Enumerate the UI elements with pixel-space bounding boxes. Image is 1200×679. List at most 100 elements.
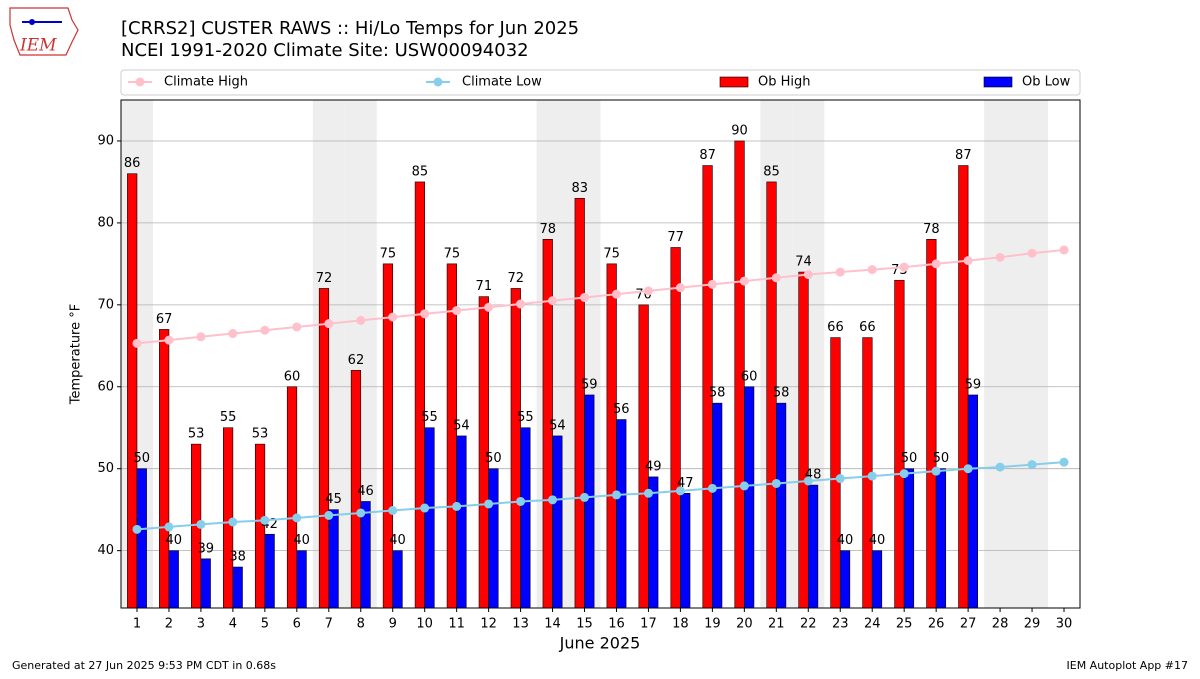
bar (871, 550, 883, 609)
bar (446, 263, 457, 609)
climate-point (228, 517, 238, 527)
x-tick-label: 27 (960, 617, 977, 632)
x-tick-label: 17 (640, 617, 657, 632)
bar-value-label: 38 (229, 550, 246, 565)
climate-point (580, 492, 590, 502)
bar-value-label: 59 (581, 377, 598, 392)
climate-point (611, 490, 621, 500)
x-axis-label: June 2025 (559, 634, 641, 653)
climate-point (995, 252, 1005, 262)
y-tick-label: 40 (97, 543, 114, 558)
x-tick-label: 13 (512, 617, 529, 632)
legend-swatch (719, 76, 749, 88)
bar-value-label: 56 (613, 402, 630, 417)
x-tick-label: 16 (608, 617, 625, 632)
x-tick-label: 1 (133, 617, 141, 632)
climate-point (899, 469, 909, 479)
climate-point (771, 478, 781, 488)
bar (894, 279, 905, 609)
climate-point (835, 474, 845, 484)
y-tick-label: 50 (97, 461, 114, 476)
x-tick-label: 22 (800, 617, 817, 632)
bar-value-label: 66 (827, 320, 844, 335)
x-tick-label: 6 (293, 617, 301, 632)
climate-point (963, 464, 973, 474)
x-tick-label: 21 (768, 617, 785, 632)
climate-point (675, 486, 685, 496)
climate-point (420, 309, 430, 319)
x-tick-label: 8 (357, 617, 365, 632)
climate-point (675, 283, 685, 293)
climate-point (356, 508, 366, 518)
climate-point (548, 296, 558, 306)
x-tick-label: 9 (389, 617, 397, 632)
bar (414, 181, 425, 609)
climate-point (516, 496, 526, 506)
x-tick-label: 5 (261, 617, 269, 632)
climate-point (707, 483, 717, 493)
bar-value-label: 87 (955, 148, 972, 163)
bar-value-label: 54 (453, 418, 470, 433)
bar (830, 337, 841, 609)
climate-point (580, 292, 590, 302)
climate-point (931, 259, 941, 269)
climate-point (963, 256, 973, 266)
climate-point (643, 488, 653, 498)
bar-value-label: 60 (741, 369, 758, 384)
y-tick-label: 80 (97, 215, 114, 230)
climate-point (260, 325, 270, 335)
climate-point (771, 273, 781, 283)
climate-point (132, 524, 142, 534)
bar (360, 501, 371, 609)
climate-point (1027, 248, 1037, 258)
climate-point (803, 270, 813, 280)
bar (638, 304, 649, 609)
bar (200, 558, 211, 609)
climate-point (164, 522, 174, 532)
y-tick-label: 60 (97, 379, 114, 394)
bar-value-label: 60 (284, 369, 301, 384)
legend-label: Climate Low (462, 75, 542, 90)
bar-value-label: 40 (837, 533, 854, 548)
bar (606, 263, 617, 609)
bar-value-label: 75 (444, 246, 461, 261)
bar-value-label: 85 (412, 164, 429, 179)
bar-value-label: 50 (134, 451, 151, 466)
x-tick-label: 19 (704, 617, 721, 632)
climate-point (484, 302, 494, 312)
climate-point (260, 515, 270, 525)
bar-value-label: 66 (859, 320, 876, 335)
climate-point (452, 306, 462, 316)
climate-point (484, 499, 494, 509)
climate-point (931, 466, 941, 476)
bar-value-label: 78 (539, 222, 556, 237)
climate-point (324, 319, 334, 329)
bar-value-label: 53 (252, 427, 269, 442)
bar-value-label: 72 (316, 271, 333, 286)
x-tick-label: 25 (896, 617, 913, 632)
bar (967, 394, 979, 609)
bar (127, 173, 138, 609)
climate-point (899, 262, 909, 272)
bar (744, 386, 755, 609)
footer-right: IEM Autoplot App #17 (1067, 659, 1189, 672)
climate-point (867, 265, 877, 275)
climate-point (292, 322, 302, 332)
climate-point (995, 462, 1005, 472)
bar-value-label: 40 (293, 533, 310, 548)
climate-point (739, 276, 749, 286)
bar (798, 271, 809, 609)
x-tick-label: 11 (448, 617, 465, 632)
bar (926, 238, 937, 609)
bar (296, 550, 307, 609)
bar-value-label: 78 (923, 222, 940, 237)
legend-box (120, 69, 1081, 96)
plot-frame (120, 99, 1081, 609)
bar-value-label: 39 (197, 541, 214, 556)
bar-value-label: 71 (476, 279, 493, 294)
x-tick-label: 2 (165, 617, 173, 632)
x-tick-label: 10 (416, 617, 433, 632)
climate-point (420, 503, 430, 513)
bar-value-label: 74 (795, 255, 812, 270)
bar-value-label: 86 (124, 156, 141, 171)
